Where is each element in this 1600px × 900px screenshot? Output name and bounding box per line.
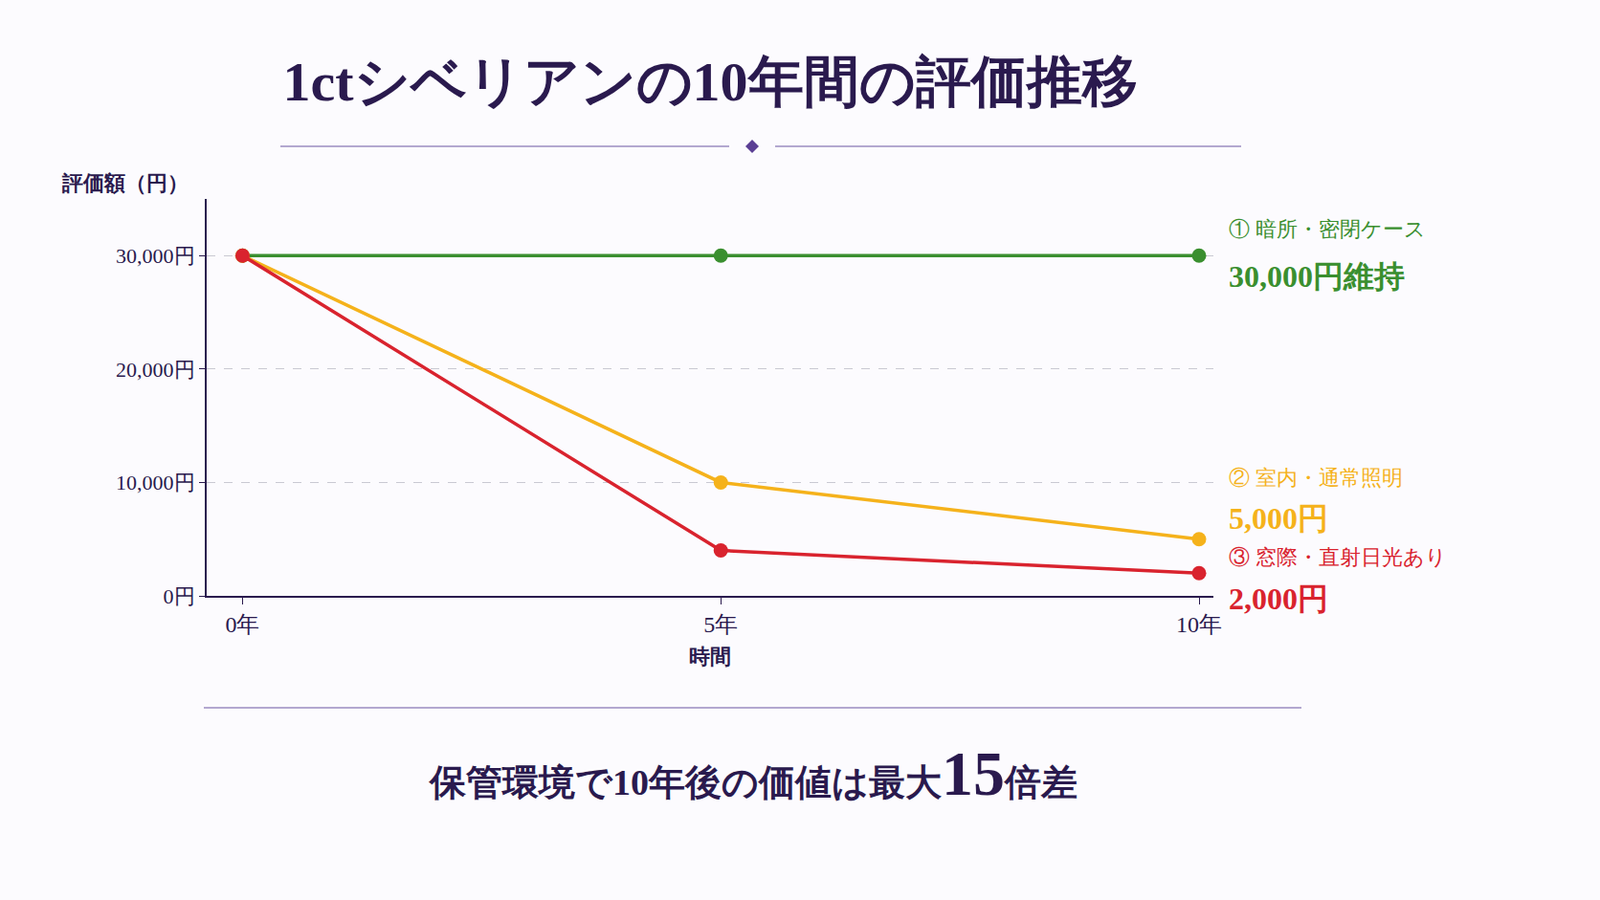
svg-text:10,000円: 10,000円 — [115, 470, 196, 495]
svg-text:② 室内・通常照明: ② 室内・通常照明 — [1228, 466, 1403, 490]
svg-text:時間: 時間 — [688, 644, 732, 669]
svg-text:10年: 10年 — [1176, 612, 1223, 638]
svg-text:5,000円: 5,000円 — [1228, 501, 1329, 536]
svg-text:5年: 5年 — [703, 612, 738, 638]
svg-text:0円: 0円 — [163, 584, 196, 609]
svg-text:30,000円維持: 30,000円維持 — [1228, 259, 1405, 294]
svg-text:30,000円: 30,000円 — [115, 244, 196, 268]
svg-text:評価額（円）: 評価額（円） — [61, 171, 189, 196]
svg-text:20,000円: 20,000円 — [115, 357, 196, 382]
svg-text:1ctシベリアンの10年間の評価推移: 1ctシベリアンの10年間の評価推移 — [282, 50, 1137, 113]
svg-text:0年: 0年 — [224, 612, 260, 638]
svg-text:① 暗所・密閉ケース: ① 暗所・密閉ケース — [1228, 217, 1426, 242]
svg-text:2,000円: 2,000円 — [1228, 581, 1329, 617]
svg-text:保管環境で10年後の価値は最大15倍差: 保管環境で10年後の価値は最大15倍差 — [427, 738, 1078, 809]
svg-text:③ 窓際・直射日光あり: ③ 窓際・直射日光あり — [1228, 545, 1447, 570]
